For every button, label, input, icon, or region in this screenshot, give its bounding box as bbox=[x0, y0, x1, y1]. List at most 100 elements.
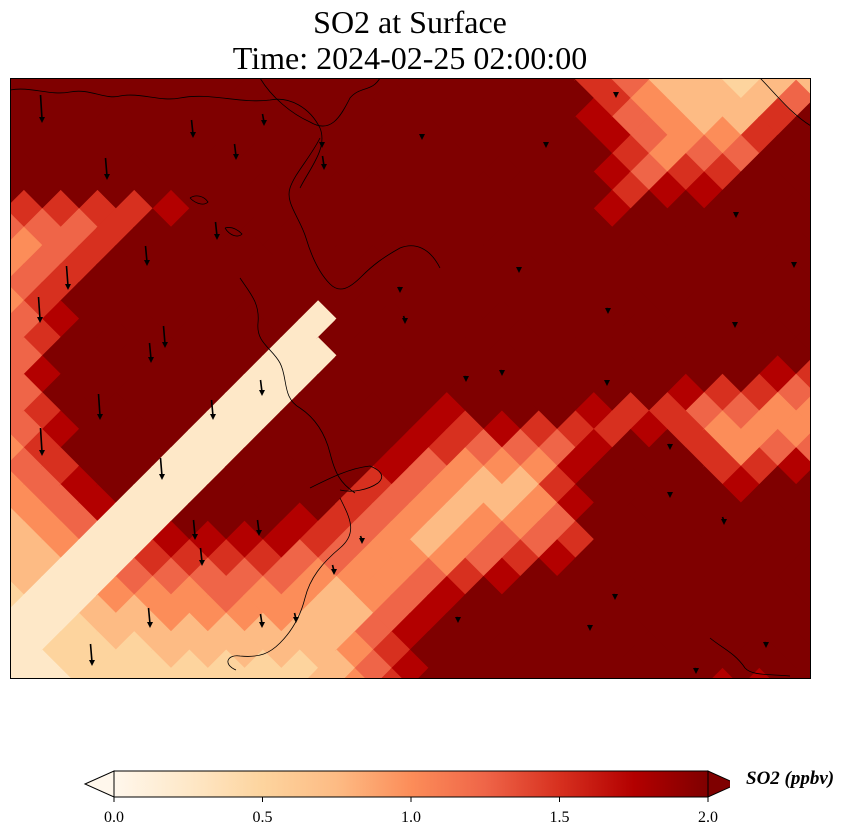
so2-cell bbox=[206, 649, 246, 679]
so2-cell bbox=[206, 281, 246, 322]
so2-cell bbox=[794, 101, 811, 135]
so2-cell bbox=[10, 580, 26, 612]
wind-arrow-shaft bbox=[210, 399, 214, 417]
so2-cell bbox=[702, 337, 743, 377]
so2-cell bbox=[794, 175, 811, 208]
so2-cell bbox=[390, 392, 430, 432]
so2-cell bbox=[10, 226, 44, 267]
so2-cell bbox=[629, 116, 669, 156]
wind-arrow-head bbox=[693, 668, 699, 674]
so2-cell bbox=[721, 502, 761, 542]
so2-cell bbox=[371, 153, 412, 193]
so2-cell bbox=[123, 667, 146, 679]
colorbar-tick-label: 2.0 bbox=[698, 809, 718, 826]
so2-cell bbox=[132, 318, 173, 359]
so2-cell bbox=[77, 484, 118, 524]
so2-cell bbox=[629, 447, 669, 487]
so2-cell bbox=[702, 373, 743, 414]
so2-cell bbox=[555, 373, 596, 414]
so2-cell bbox=[445, 153, 485, 193]
so2-cell bbox=[390, 502, 430, 542]
so2-cell bbox=[96, 78, 136, 101]
so2-cell bbox=[316, 392, 357, 432]
so2-cell bbox=[10, 594, 44, 634]
so2-cell bbox=[555, 484, 596, 524]
so2-cell bbox=[298, 484, 338, 524]
so2-cell bbox=[206, 134, 246, 175]
so2-cell bbox=[353, 649, 393, 679]
so2-cell bbox=[408, 337, 449, 377]
so2-cell bbox=[629, 226, 669, 267]
so2-cell bbox=[188, 410, 228, 451]
so2-cell bbox=[114, 484, 154, 524]
so2-cell bbox=[390, 318, 430, 359]
so2-cell bbox=[12, 667, 35, 679]
so2-cell bbox=[151, 484, 191, 524]
so2-cell bbox=[610, 502, 651, 542]
so2-cell bbox=[10, 116, 44, 156]
so2-cell bbox=[188, 373, 228, 414]
so2-cell bbox=[206, 355, 246, 395]
so2-cell bbox=[279, 392, 320, 432]
so2-cell bbox=[427, 245, 467, 285]
so2-cell bbox=[307, 667, 330, 679]
so2-cell bbox=[555, 337, 596, 377]
so2-cell bbox=[86, 667, 109, 679]
so2-cell bbox=[555, 447, 596, 487]
so2-cell bbox=[794, 395, 811, 429]
so2-cell bbox=[10, 410, 44, 451]
so2-cell bbox=[169, 245, 210, 285]
so2-cell bbox=[40, 153, 81, 193]
wind-arrow-shaft bbox=[104, 157, 108, 177]
so2-cell bbox=[59, 98, 99, 138]
so2-cell bbox=[702, 447, 743, 487]
so2-cell bbox=[702, 189, 743, 230]
so2-cell bbox=[610, 78, 651, 101]
so2-cell bbox=[427, 502, 467, 542]
so2-cell bbox=[629, 373, 669, 414]
so2-cell bbox=[279, 318, 320, 359]
so2-cell bbox=[261, 189, 302, 230]
colorbar-tick-label: 1.5 bbox=[549, 809, 570, 826]
wind-arrow-head bbox=[612, 594, 618, 600]
so2-map bbox=[10, 78, 811, 679]
so2-cell bbox=[316, 78, 357, 101]
so2-cell bbox=[601, 667, 624, 679]
so2-cell bbox=[454, 667, 477, 679]
so2-cell bbox=[482, 484, 522, 524]
so2-cell bbox=[261, 484, 302, 524]
colorbar-tick-label: 1.0 bbox=[401, 809, 421, 826]
so2-cell bbox=[776, 226, 811, 267]
so2-cell bbox=[335, 337, 375, 377]
so2-cell bbox=[445, 189, 485, 230]
so2-cell bbox=[776, 447, 811, 487]
wind-arrow-head bbox=[199, 560, 205, 566]
so2-cell bbox=[10, 300, 44, 340]
so2-cell bbox=[555, 116, 596, 156]
so2-cell bbox=[206, 318, 246, 359]
so2-cell bbox=[10, 520, 44, 561]
so2-cell bbox=[445, 484, 485, 524]
so2-cell bbox=[776, 484, 811, 524]
so2-cell bbox=[629, 189, 669, 230]
so2-cell bbox=[647, 502, 688, 542]
wind-arrow-head bbox=[37, 317, 43, 323]
so2-cell bbox=[59, 502, 99, 542]
wind-arrow-head bbox=[148, 357, 154, 363]
so2-cell bbox=[10, 470, 26, 501]
so2-cell bbox=[757, 649, 798, 679]
wind-arrow-shaft bbox=[214, 221, 218, 237]
so2-cell bbox=[776, 631, 811, 671]
so2-cell bbox=[555, 263, 596, 303]
wind-arrow-shaft bbox=[148, 342, 152, 360]
wind-arrow-head bbox=[455, 617, 461, 623]
so2-cell bbox=[702, 410, 743, 451]
so2-cell bbox=[445, 263, 485, 303]
so2-cell bbox=[132, 98, 173, 138]
so2-cell bbox=[353, 245, 393, 285]
so2-cell bbox=[188, 189, 228, 230]
so2-cell bbox=[380, 667, 403, 679]
wind-arrow-head bbox=[39, 117, 45, 123]
so2-cell bbox=[261, 337, 302, 377]
so2-cell bbox=[10, 543, 26, 575]
